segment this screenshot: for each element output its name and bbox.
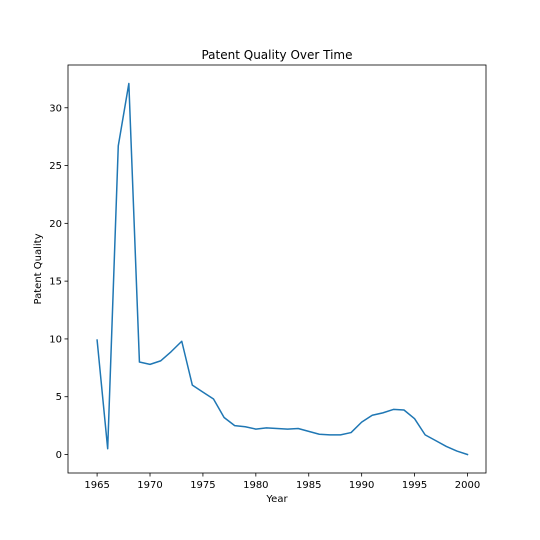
chart-title: Patent Quality Over Time	[201, 48, 352, 62]
x-tick-label: 1980	[243, 480, 268, 491]
y-axis-label: Patent Quality	[33, 233, 44, 304]
x-tick-label: 1965	[84, 480, 109, 491]
y-tick-label: 5	[56, 392, 62, 403]
y-tick-label: 20	[49, 219, 62, 230]
x-tick-label: 1985	[296, 480, 321, 491]
series-line-0	[97, 83, 467, 454]
y-tick-label: 30	[49, 103, 62, 114]
x-tick-label: 2000	[455, 480, 480, 491]
x-axis: 1965 1970 1975 1980 1985 1990 1995 2000	[84, 473, 480, 491]
y-tick-label: 25	[49, 161, 62, 172]
x-tick-label: 1990	[349, 480, 374, 491]
y-axis: 0 5 10 15 20 25 30	[49, 103, 68, 461]
y-tick-label: 10	[49, 334, 62, 345]
x-tick-label: 1975	[190, 480, 215, 491]
y-tick-label: 0	[56, 450, 62, 461]
x-axis-label: Year	[265, 494, 288, 505]
x-tick-label: 1970	[137, 480, 162, 491]
x-tick-label: 1995	[402, 480, 427, 491]
y-tick-label: 15	[49, 277, 62, 288]
plot-area	[97, 83, 467, 454]
